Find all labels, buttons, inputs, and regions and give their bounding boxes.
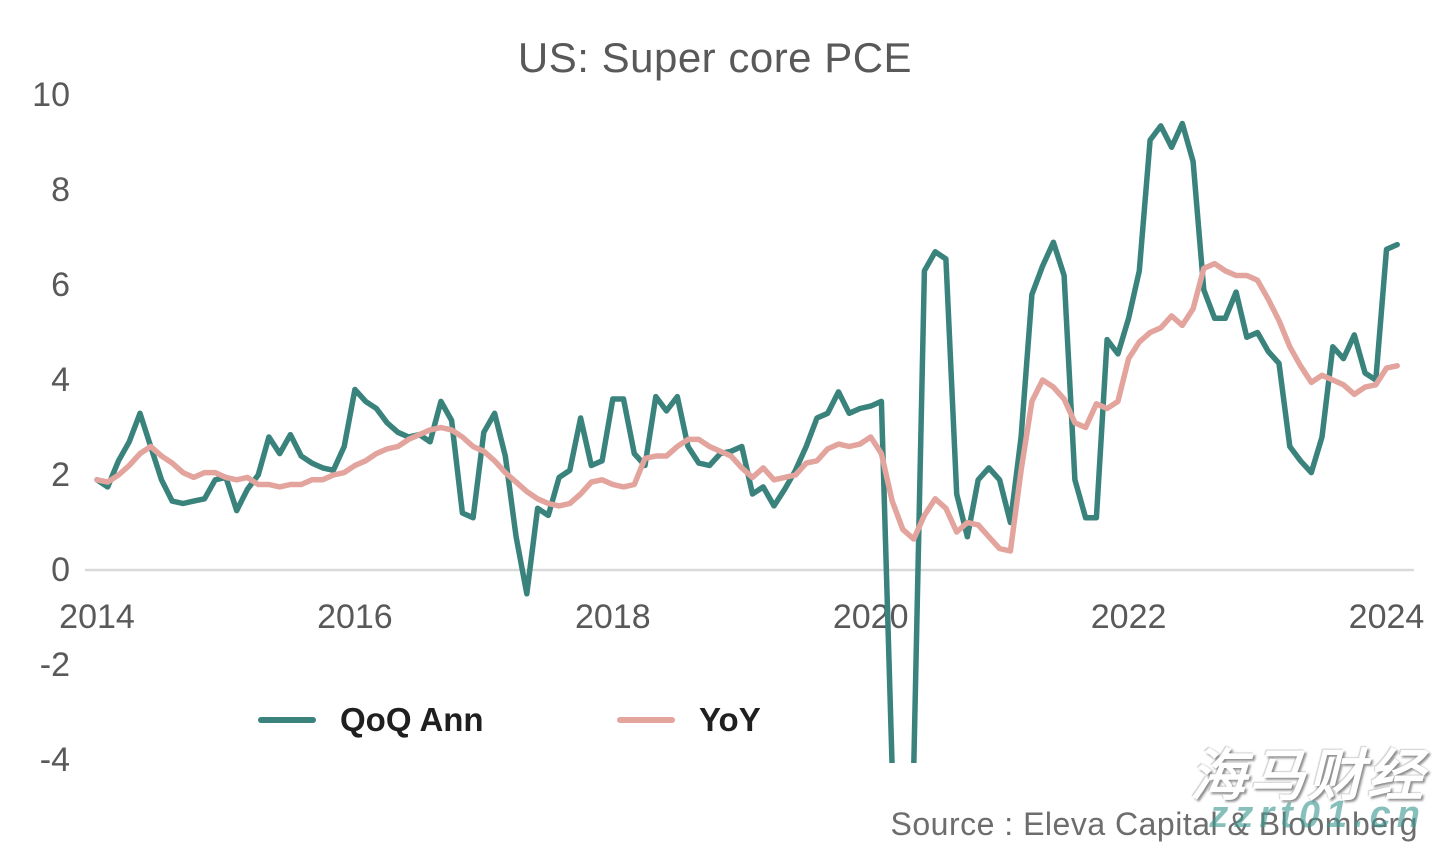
y-tick-label: 8	[51, 171, 70, 209]
yoy-legend-label: YoY	[699, 701, 761, 738]
y-tick-label: -4	[39, 741, 70, 779]
y-tick-label: 10	[32, 76, 70, 114]
y-tick-label: 4	[51, 361, 70, 399]
x-tick-label: 2022	[1090, 598, 1167, 636]
x-tick-label: 2018	[574, 598, 651, 636]
y-tick-label: 0	[51, 551, 70, 589]
x-tick-label: 2020	[832, 598, 909, 636]
source-attribution: Source : Eleva Capital & Bloomberg	[890, 806, 1418, 842]
qoq-ann-legend-swatch	[258, 717, 316, 723]
x-tick-label: 2016	[317, 598, 393, 636]
x-tick-label: 2014	[59, 598, 135, 636]
chart-legend: QoQ Ann YoY	[0, 700, 1434, 740]
y-tick-label: -2	[39, 646, 70, 684]
yoy-line	[94, 260, 1400, 554]
y-tick-label: 2	[51, 456, 70, 494]
chart-title: US: Super core PCE	[517, 34, 913, 81]
legend-item-qoq-ann: QoQ Ann	[258, 700, 484, 740]
legend-item-yoy: YoY	[617, 700, 761, 740]
yoy-legend-swatch	[617, 717, 675, 723]
x-tick-label: 2024	[1348, 598, 1425, 636]
y-tick-label: 6	[51, 266, 70, 304]
qoq-ann-legend-label: QoQ Ann	[340, 701, 484, 738]
qoq-ann-line	[94, 120, 1400, 763]
